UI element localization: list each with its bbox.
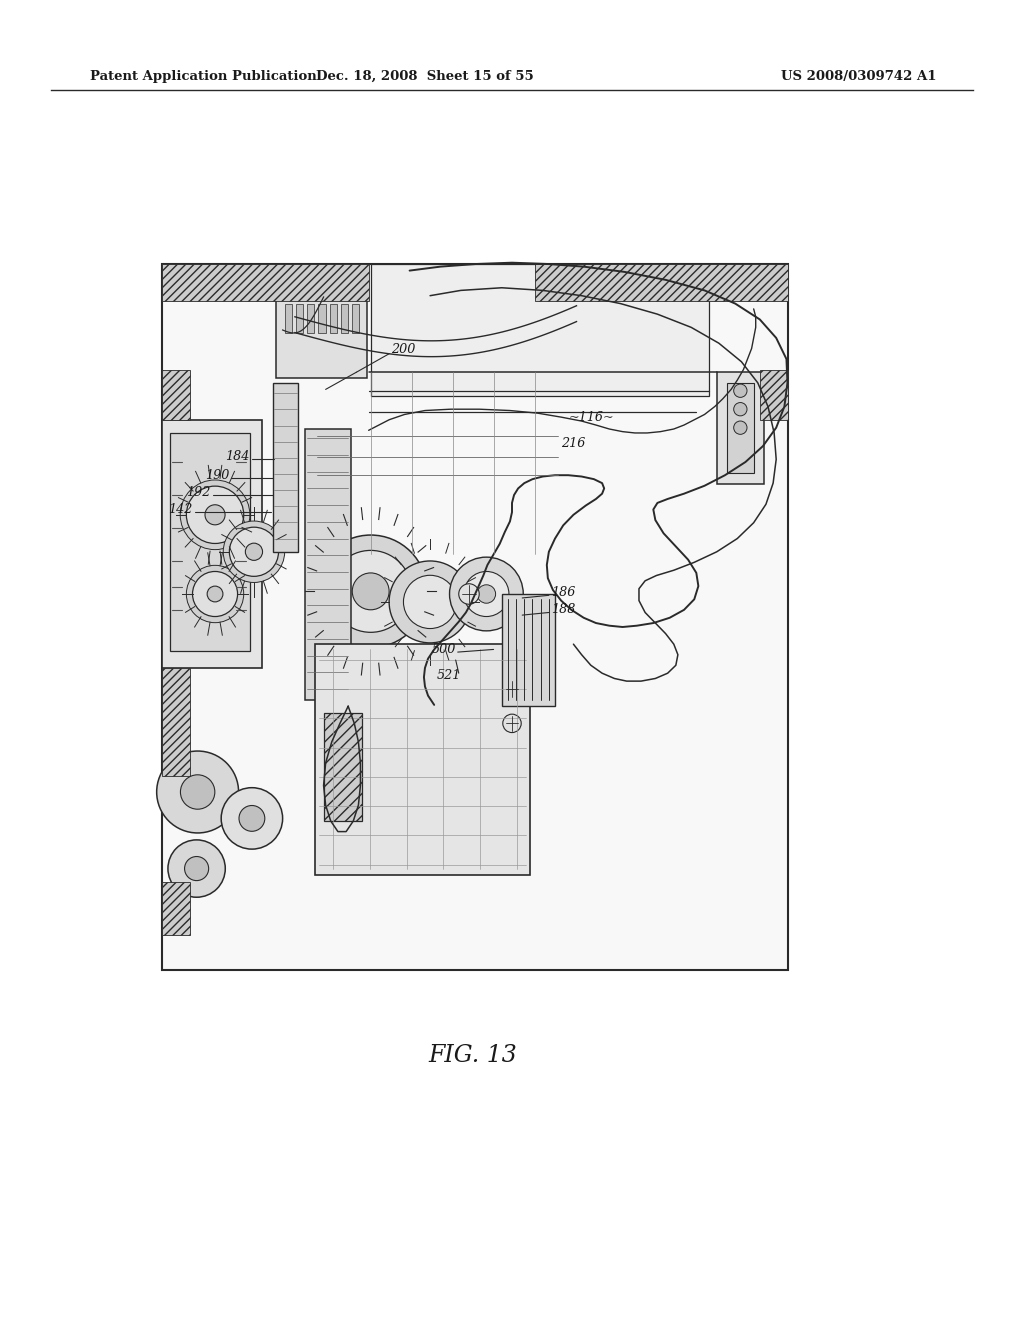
Bar xyxy=(273,383,298,552)
Circle shape xyxy=(229,527,279,577)
Bar xyxy=(502,594,555,706)
Bar xyxy=(276,296,367,378)
Circle shape xyxy=(477,585,496,603)
Text: 192: 192 xyxy=(186,486,211,499)
Circle shape xyxy=(733,403,746,416)
Circle shape xyxy=(193,572,238,616)
Bar xyxy=(352,304,359,333)
Bar xyxy=(162,264,369,301)
Bar xyxy=(162,420,262,668)
Bar xyxy=(318,304,326,333)
Bar xyxy=(162,882,190,935)
Text: 521: 521 xyxy=(436,669,461,682)
Circle shape xyxy=(239,805,265,832)
Circle shape xyxy=(186,486,244,544)
Circle shape xyxy=(184,857,209,880)
Bar xyxy=(371,264,709,396)
Text: 142: 142 xyxy=(168,503,193,516)
Text: Patent Application Publication: Patent Application Publication xyxy=(90,70,316,83)
Circle shape xyxy=(503,680,521,698)
Circle shape xyxy=(352,573,389,610)
Bar xyxy=(760,370,788,420)
Bar xyxy=(307,304,314,333)
Circle shape xyxy=(221,788,283,849)
Circle shape xyxy=(330,550,412,632)
Circle shape xyxy=(503,714,521,733)
Bar xyxy=(162,264,788,970)
Text: 186: 186 xyxy=(551,586,575,599)
Text: 216: 216 xyxy=(561,437,586,450)
Text: ~116~: ~116~ xyxy=(569,411,614,424)
Circle shape xyxy=(223,521,285,582)
Text: FIG. 13: FIG. 13 xyxy=(429,1044,517,1068)
Circle shape xyxy=(180,480,250,549)
Circle shape xyxy=(246,543,262,561)
Bar xyxy=(305,429,351,700)
Text: 200: 200 xyxy=(391,343,416,356)
Text: 184: 184 xyxy=(225,450,250,463)
Text: 188: 188 xyxy=(551,603,575,616)
Text: US 2008/0309742 A1: US 2008/0309742 A1 xyxy=(781,70,937,83)
Bar xyxy=(727,383,754,473)
Bar xyxy=(324,713,362,821)
Circle shape xyxy=(403,576,457,628)
Bar xyxy=(341,304,348,333)
Text: 500: 500 xyxy=(431,643,456,656)
Circle shape xyxy=(733,421,746,434)
Bar xyxy=(162,668,190,776)
Bar xyxy=(717,372,764,484)
Bar xyxy=(330,304,337,333)
Circle shape xyxy=(389,561,471,643)
Circle shape xyxy=(205,504,225,525)
Circle shape xyxy=(450,557,523,631)
Text: Dec. 18, 2008  Sheet 15 of 55: Dec. 18, 2008 Sheet 15 of 55 xyxy=(316,70,534,83)
Circle shape xyxy=(459,583,479,605)
Circle shape xyxy=(207,586,223,602)
Bar xyxy=(285,304,292,333)
Bar xyxy=(162,370,190,420)
Bar xyxy=(170,433,250,651)
Circle shape xyxy=(186,565,244,623)
Circle shape xyxy=(180,775,215,809)
Circle shape xyxy=(314,535,427,648)
Circle shape xyxy=(733,384,746,397)
Bar xyxy=(535,264,788,301)
Text: 190: 190 xyxy=(205,469,229,482)
Circle shape xyxy=(464,572,509,616)
Bar xyxy=(315,644,530,875)
Circle shape xyxy=(157,751,239,833)
Bar xyxy=(296,304,303,333)
Circle shape xyxy=(168,840,225,898)
